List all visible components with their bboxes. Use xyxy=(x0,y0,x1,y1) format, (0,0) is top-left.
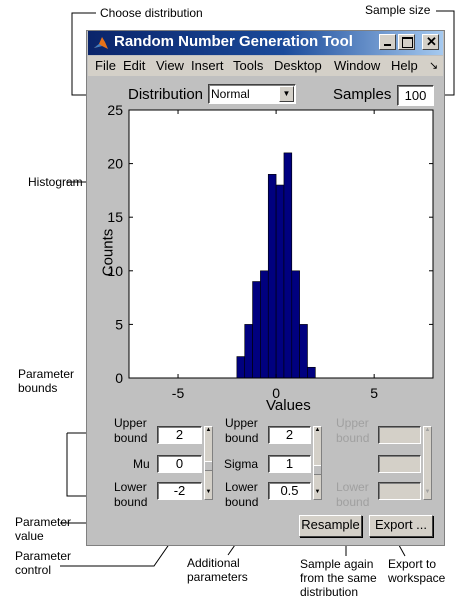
annotation-parameter-bounds: Parameter bounds xyxy=(18,367,75,395)
distribution-value: Normal xyxy=(211,87,250,101)
menu-help[interactable]: Help xyxy=(391,58,418,73)
window-title: Random Number Generation Tool xyxy=(114,33,353,50)
slider-up-icon[interactable]: ▲ xyxy=(314,427,321,433)
histogram-bar xyxy=(299,324,308,379)
histogram-bar xyxy=(244,324,253,379)
maximize-button[interactable] xyxy=(398,34,415,50)
histogram-bar xyxy=(260,270,269,379)
callout-line-sample-size xyxy=(436,10,455,96)
annotation-export-to: Export to workspace xyxy=(388,557,446,585)
annotation-histogram: Histogram xyxy=(28,175,83,189)
histogram-bar xyxy=(236,356,246,379)
mu-lower-bound-input[interactable]: -2 xyxy=(157,482,202,500)
x-tick-label: 5 xyxy=(370,385,378,401)
close-icon: ✕ xyxy=(426,34,437,49)
y-tick-label: 0 xyxy=(115,370,123,386)
sigma-slider-thumb[interactable] xyxy=(314,465,321,475)
resample-button[interactable]: Resample xyxy=(299,515,362,537)
menu-view[interactable]: View xyxy=(156,58,184,73)
sigma-upper-bound-input[interactable]: 2 xyxy=(268,426,311,444)
y-tick-label: 25 xyxy=(107,102,123,118)
col3-lower-bound-label: Lower bound xyxy=(336,480,370,509)
annotation-parameter-control: Parameter control xyxy=(15,549,72,577)
x-tick-label: 0 xyxy=(272,385,280,401)
histogram-bar xyxy=(307,366,316,379)
mu-value-input[interactable]: 0 xyxy=(157,455,202,473)
y-tick-label: 15 xyxy=(107,209,123,225)
sigma-slider[interactable]: ▲ ▼ xyxy=(313,426,322,500)
mu-label: Mu xyxy=(133,457,150,471)
maximize-icon xyxy=(402,37,413,48)
param3-slider: ▲ ▼ xyxy=(423,426,432,500)
sigma-lower-bound-input[interactable]: 0.5 xyxy=(268,482,311,500)
export-button[interactable]: Export ... xyxy=(369,515,433,537)
annotation-sample-again: Sample again from the same distribution xyxy=(300,557,377,599)
y-tick-label: 20 xyxy=(107,156,123,172)
samples-input[interactable]: 100 xyxy=(397,85,434,106)
menu-edit[interactable]: Edit xyxy=(123,58,146,73)
distribution-label: Distribution xyxy=(128,86,204,103)
histogram-bar xyxy=(275,184,285,379)
param3-upper-bound-input xyxy=(378,426,421,444)
col1-upper-bound-label: Upper bound xyxy=(114,416,148,445)
minimize-icon xyxy=(384,44,391,46)
histogram-bar xyxy=(291,270,300,379)
histogram-bar xyxy=(283,152,293,379)
distribution-select[interactable]: Normal ▼ xyxy=(208,84,296,104)
col2-lower-bound-label: Lower bound xyxy=(225,480,259,509)
sigma-value-input[interactable]: 1 xyxy=(268,455,311,473)
annotation-parameter-value: Parameter value xyxy=(15,515,72,543)
slider-up-icon: ▲ xyxy=(424,427,431,433)
col1-lower-bound-label: Lower bound xyxy=(114,480,148,509)
sigma-label: Sigma xyxy=(224,457,259,471)
mu-slider-thumb[interactable] xyxy=(205,461,212,471)
samples-label: Samples xyxy=(333,86,392,103)
menu-bar xyxy=(88,56,443,76)
slider-down-icon[interactable]: ▼ xyxy=(314,489,321,495)
param3-lower-bound-input xyxy=(378,482,421,500)
chevron-down-icon[interactable]: ▼ xyxy=(279,86,294,102)
minimize-button[interactable] xyxy=(379,34,396,50)
close-button[interactable]: ✕ xyxy=(422,34,439,50)
slider-down-icon: ▼ xyxy=(424,489,431,495)
annotation-sample-size: Sample size xyxy=(365,3,431,17)
col2-upper-bound-label: Upper bound xyxy=(225,416,259,445)
param3-value-input xyxy=(378,455,421,473)
mu-upper-bound-input[interactable]: 2 xyxy=(157,426,202,444)
histogram-bar xyxy=(267,174,277,379)
col3-upper-bound-label: Upper bound xyxy=(336,416,370,445)
x-tick-label: -5 xyxy=(172,385,185,401)
slider-up-icon[interactable]: ▲ xyxy=(205,427,212,433)
histogram-bar xyxy=(252,281,261,379)
y-tick-label: 5 xyxy=(115,316,123,332)
matlab-logo-icon xyxy=(94,37,108,49)
menu-file[interactable]: File xyxy=(95,58,116,73)
mu-slider[interactable]: ▲ ▼ xyxy=(204,426,213,500)
y-tick-label: 10 xyxy=(107,263,123,279)
slider-down-icon[interactable]: ▼ xyxy=(205,489,212,495)
annotation-additional-parameters: Additional parameters xyxy=(187,556,248,584)
dock-arrow-icon[interactable]: ↘ xyxy=(429,60,439,72)
menu-desktop[interactable]: Desktop xyxy=(274,58,322,73)
x-axis-label: Values xyxy=(266,397,311,414)
menu-window[interactable]: Window xyxy=(334,58,381,73)
plot-frame xyxy=(128,109,434,379)
menu-insert[interactable]: Insert xyxy=(191,58,224,73)
annotation-choose-distribution: Choose distribution xyxy=(100,6,203,20)
menu-tools[interactable]: Tools xyxy=(233,58,264,73)
y-axis-label: Counts xyxy=(99,228,117,277)
